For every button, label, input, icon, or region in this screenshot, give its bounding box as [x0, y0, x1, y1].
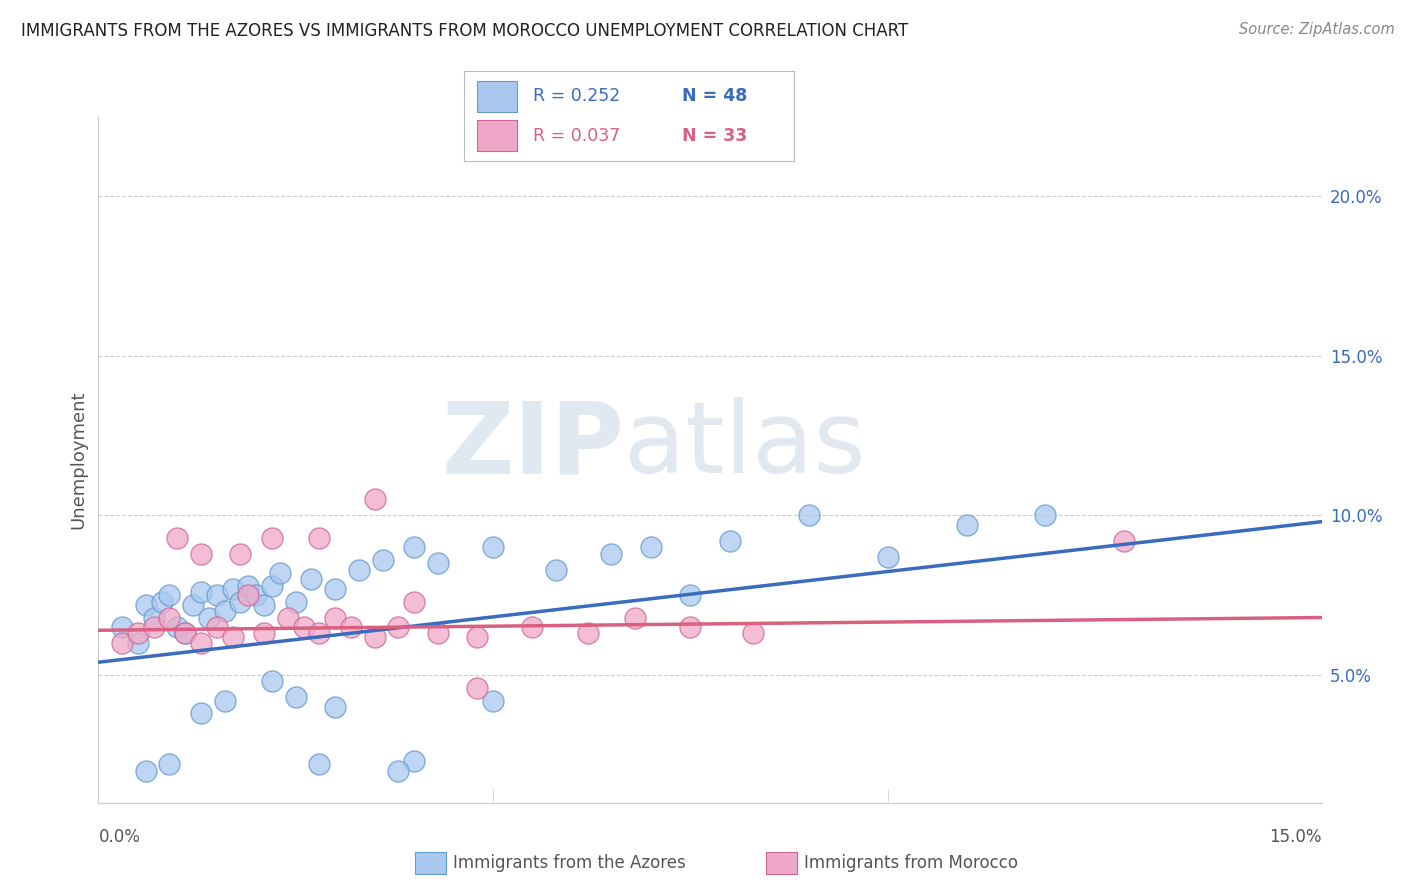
Point: [135, 598, 157, 612]
Point: [284, 690, 307, 705]
Point: [245, 588, 267, 602]
Point: [221, 630, 243, 644]
Point: [404, 594, 426, 608]
Point: [135, 764, 157, 778]
Point: [142, 620, 165, 634]
Point: [205, 588, 228, 602]
Point: [181, 598, 204, 612]
Y-axis label: Unemployment: Unemployment: [69, 390, 87, 529]
Text: Immigrants from Morocco: Immigrants from Morocco: [804, 854, 1018, 871]
Point: [576, 626, 599, 640]
Point: [363, 492, 385, 507]
Point: [229, 547, 252, 561]
Point: [624, 610, 647, 624]
Point: [284, 594, 307, 608]
Point: [190, 706, 212, 721]
Point: [308, 757, 330, 772]
Point: [111, 620, 134, 634]
FancyBboxPatch shape: [477, 81, 517, 112]
Text: R = 0.037: R = 0.037: [533, 127, 620, 145]
Point: [308, 531, 330, 545]
Point: [253, 598, 276, 612]
Text: N = 48: N = 48: [682, 87, 748, 105]
Point: [214, 693, 236, 707]
Point: [718, 533, 741, 548]
Point: [363, 630, 385, 644]
Text: Source: ZipAtlas.com: Source: ZipAtlas.com: [1239, 22, 1395, 37]
Point: [1035, 508, 1057, 523]
Point: [465, 630, 488, 644]
Text: IMMIGRANTS FROM THE AZORES VS IMMIGRANTS FROM MOROCCO UNEMPLOYMENT CORRELATION C: IMMIGRANTS FROM THE AZORES VS IMMIGRANTS…: [21, 22, 908, 40]
Point: [221, 582, 243, 596]
Point: [742, 626, 765, 640]
Point: [229, 594, 252, 608]
Point: [426, 626, 449, 640]
Point: [174, 626, 197, 640]
Point: [426, 556, 449, 570]
Point: [1114, 533, 1136, 548]
Point: [238, 578, 260, 592]
Point: [142, 610, 165, 624]
Text: 0.0%: 0.0%: [98, 829, 141, 847]
Point: [159, 610, 181, 624]
Point: [323, 610, 346, 624]
Text: Immigrants from the Azores: Immigrants from the Azores: [453, 854, 686, 871]
Point: [340, 620, 363, 634]
Point: [797, 508, 820, 523]
Point: [214, 604, 236, 618]
Text: R = 0.252: R = 0.252: [533, 87, 620, 105]
Point: [404, 754, 426, 768]
Point: [260, 531, 283, 545]
Point: [876, 549, 898, 564]
Point: [546, 563, 568, 577]
Point: [159, 588, 181, 602]
Point: [127, 636, 149, 650]
Point: [198, 610, 221, 624]
Point: [292, 620, 315, 634]
Point: [404, 540, 426, 554]
Point: [522, 620, 544, 634]
Point: [166, 531, 188, 545]
Point: [277, 610, 299, 624]
Point: [190, 585, 212, 599]
Point: [260, 674, 283, 689]
Point: [159, 757, 181, 772]
Text: 15.0%: 15.0%: [1270, 829, 1322, 847]
Point: [600, 547, 623, 561]
Point: [308, 626, 330, 640]
Point: [482, 693, 505, 707]
Text: ZIP: ZIP: [441, 397, 624, 494]
Text: atlas: atlas: [624, 397, 866, 494]
Point: [371, 553, 394, 567]
Point: [301, 572, 323, 586]
Point: [679, 588, 702, 602]
Point: [323, 700, 346, 714]
Point: [465, 681, 488, 695]
Point: [260, 578, 283, 592]
Point: [166, 620, 188, 634]
Point: [127, 626, 149, 640]
Point: [323, 582, 346, 596]
Point: [269, 566, 291, 580]
Point: [482, 540, 505, 554]
Point: [190, 636, 212, 650]
Point: [150, 594, 173, 608]
Point: [387, 620, 409, 634]
Point: [955, 517, 977, 532]
Point: [253, 626, 276, 640]
Point: [238, 588, 260, 602]
Point: [205, 620, 228, 634]
Point: [640, 540, 662, 554]
Text: N = 33: N = 33: [682, 127, 748, 145]
FancyBboxPatch shape: [477, 120, 517, 151]
Point: [679, 620, 702, 634]
Point: [190, 547, 212, 561]
Point: [347, 563, 370, 577]
Point: [111, 636, 134, 650]
Point: [387, 764, 409, 778]
Point: [174, 626, 197, 640]
